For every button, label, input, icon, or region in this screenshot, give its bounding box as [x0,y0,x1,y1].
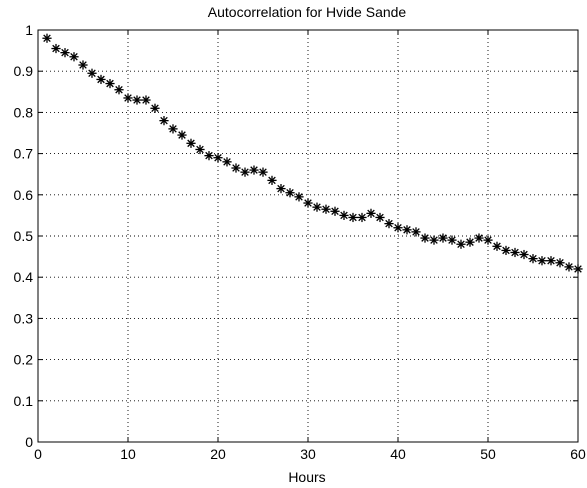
data-point-marker [267,176,276,185]
data-point-marker [123,93,132,102]
y-tick-label: 0.9 [14,63,34,79]
data-point-marker [114,85,123,94]
data-point-marker [546,256,555,265]
data-point-marker [105,79,114,88]
data-point-marker [240,168,249,177]
y-tick-label: 0 [25,434,33,450]
data-point-marker [159,116,168,125]
y-tick-label: 0.8 [14,104,34,120]
y-tick-label: 0.7 [14,146,34,162]
data-point-marker [195,145,204,154]
x-tick-label: 0 [34,446,42,462]
data-point-marker [276,184,285,193]
data-point-marker [510,248,519,257]
data-point-marker [141,95,150,104]
data-point-marker [420,233,429,242]
data-point-marker [213,153,222,162]
x-tick-label: 10 [120,446,136,462]
x-tick-label: 50 [480,446,496,462]
data-point-marker [474,233,483,242]
data-point-marker [375,213,384,222]
data-point-marker [483,236,492,245]
data-point-marker [384,219,393,228]
data-point-marker [411,227,420,236]
data-point-marker [519,250,528,259]
data-point-marker [294,192,303,201]
data-point-marker [168,124,177,133]
data-point-marker [51,44,60,53]
data-point-marker [429,236,438,245]
y-tick-label: 0.1 [14,393,34,409]
data-point-marker [492,242,501,251]
data-point-marker [393,223,402,232]
data-point-marker [573,264,582,273]
data-point-marker [150,104,159,113]
data-point-marker [78,60,87,69]
data-point-marker [348,213,357,222]
data-point-marker [465,238,474,247]
data-point-marker [60,48,69,57]
data-point-marker [258,168,267,177]
data-point-marker [132,95,141,104]
data-point-marker [366,209,375,218]
y-tick-label: 0.4 [14,269,34,285]
x-tick-label: 30 [300,446,316,462]
x-tick-label: 20 [210,446,226,462]
data-point-marker [231,163,240,172]
data-point-marker [528,254,537,263]
data-point-marker [69,52,78,61]
x-axis-label: Hours [288,469,325,485]
data-point-marker [564,262,573,271]
y-tick-label: 1 [25,22,33,38]
data-point-marker [42,34,51,43]
y-tick-label: 0.6 [14,187,34,203]
data-point-marker [186,139,195,148]
data-point-marker [285,188,294,197]
tick-layer: 0 10 20 30 40 50 60 0 0.1 0.2 0.3 0.4 0.5 0.6 0.7 0.8 0.… [14,22,586,462]
data-point-marker [222,157,231,166]
data-point-marker [96,75,105,84]
data-point-marker [321,205,330,214]
data-point-marker [303,198,312,207]
data-point-marker [447,236,456,245]
data-point-marker [537,256,546,265]
data-point-marker [339,211,348,220]
chart-title: Autocorrelation for Hvide Sande [208,4,407,20]
data-point-marker [402,225,411,234]
data-point-marker [204,151,213,160]
data-point-marker [501,246,510,255]
data-point-marker [177,130,186,139]
data-point-marker [555,258,564,267]
data-point-marker [87,69,96,78]
data-point-marker [438,233,447,242]
x-tick-label: 40 [390,446,406,462]
data-point-marker [357,213,366,222]
y-tick-label: 0.5 [14,228,34,244]
y-tick-label: 0.3 [14,310,34,326]
data-point-marker [312,203,321,212]
x-tick-label: 60 [570,446,586,462]
data-point-marker [249,165,258,174]
data-markers [42,34,582,274]
y-tick-label: 0.2 [14,352,34,368]
data-point-marker [330,207,339,216]
data-point-marker [456,240,465,249]
